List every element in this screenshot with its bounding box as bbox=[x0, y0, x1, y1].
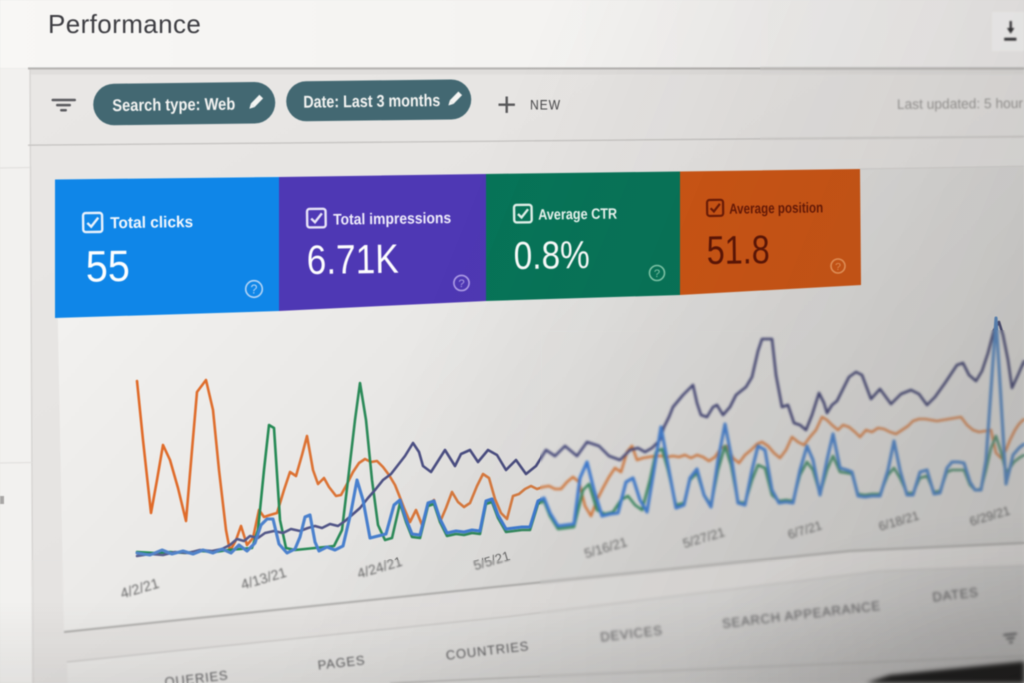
svg-text:Date: Last 3 months: Date: Last 3 months bbox=[303, 91, 440, 112]
svg-text:55: 55 bbox=[85, 242, 130, 292]
svg-text:6.71K: 6.71K bbox=[306, 236, 399, 283]
svg-text:Total clicks: Total clicks bbox=[110, 214, 193, 232]
svg-text:?: ? bbox=[654, 268, 660, 280]
svg-text:51.8: 51.8 bbox=[706, 228, 770, 273]
svg-text:?: ? bbox=[458, 278, 464, 290]
svg-text:0.8%: 0.8% bbox=[513, 234, 590, 278]
svg-text:Average CTR: Average CTR bbox=[538, 206, 617, 224]
svg-text:Performance: Performance bbox=[48, 9, 201, 39]
svg-text:?: ? bbox=[835, 261, 841, 273]
svg-text:?: ? bbox=[251, 283, 258, 297]
svg-text:NEW: NEW bbox=[530, 97, 561, 113]
svg-text:Average position: Average position bbox=[729, 200, 823, 217]
svg-text:Search type: Web: Search type: Web bbox=[112, 95, 235, 116]
svg-text:Total impressions: Total impressions bbox=[333, 210, 451, 229]
